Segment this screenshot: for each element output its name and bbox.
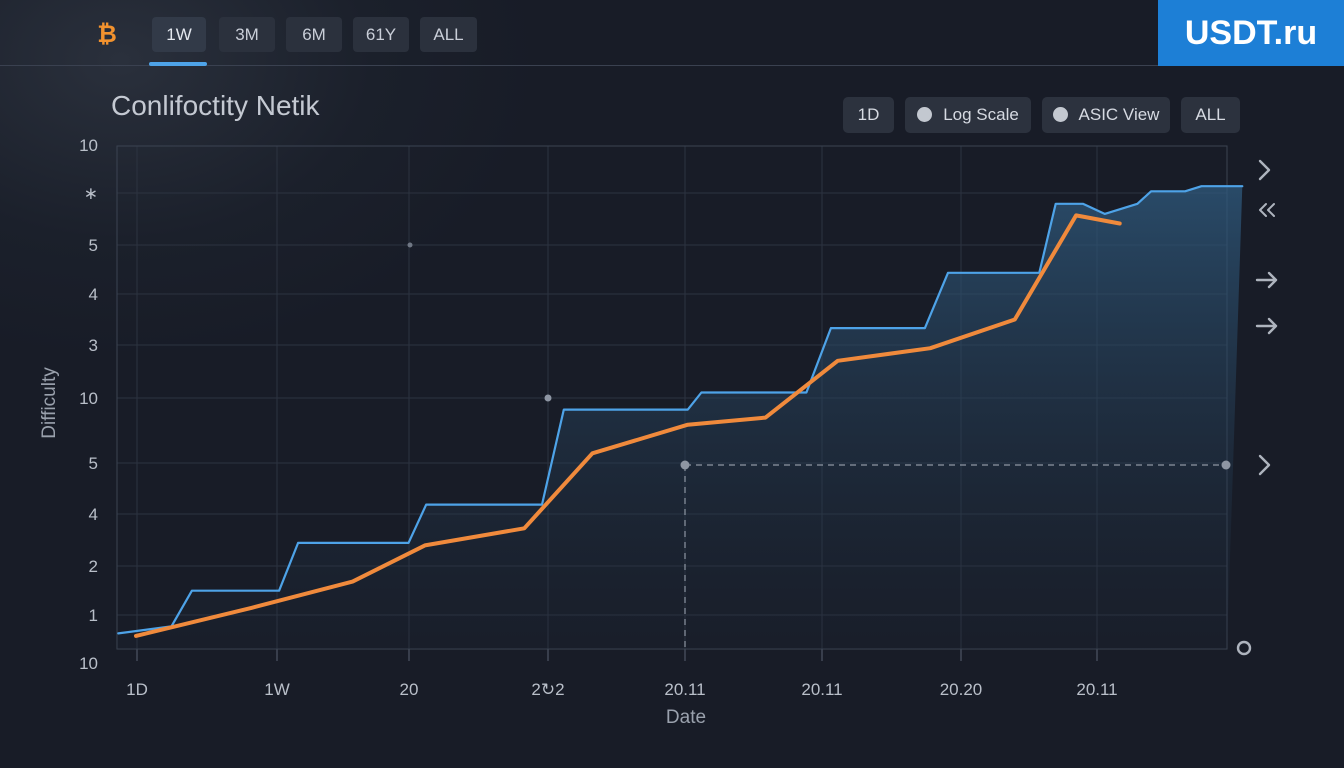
x-tick-label: 1W [264,680,290,699]
crosshair-point [680,460,690,470]
circle-icon[interactable] [1236,640,1252,656]
option-1d-button[interactable]: 1D [843,97,894,133]
crosshair-end-point [1221,460,1231,470]
y-axis-title: Difficulty [39,367,60,439]
arrow-right-icon[interactable] [1255,317,1278,335]
x-tick-label: 20.11 [1076,680,1117,699]
active-range-indicator [149,62,207,66]
x-tick-label: 2↻2 [531,680,564,699]
series-line-blue [117,185,1244,635]
x-tick-label: 20 [400,680,419,699]
chevron-right-icon[interactable] [1258,159,1271,181]
brand-logo[interactable]: USDT.ru [1158,0,1344,66]
x-tick-label: 20.11 [664,680,705,699]
side-controls [1236,159,1278,656]
series-line-orange [134,213,1122,638]
series-lines [117,185,1244,638]
range-button-61y[interactable]: 61Y [353,17,409,52]
y-axis-ticks: 10 1 2 4 5 10 3 4 5 ∗ 10 [79,136,98,673]
arrow-right-icon[interactable] [1255,271,1278,289]
crosshair [407,242,1231,649]
range-button-1w[interactable]: 1W [152,17,206,52]
y-tick-label: 10 [79,654,98,673]
top-bar: ₿ 1W 3M 6M 61Y ALL USDT.ru [0,0,1344,66]
y-tick-label: 2 [89,557,98,576]
marker-dot [544,394,552,402]
x-axis-title: Date [666,707,706,728]
difficulty-area [117,186,1243,649]
marker-dot [407,242,413,248]
asic-view-label: ASIC View [1078,105,1160,124]
double-chevron-left-icon[interactable] [1259,203,1275,217]
asic-view-toggle[interactable]: ASIC View [1042,97,1170,133]
range-button-6m[interactable]: 6M [286,17,342,52]
option-all-button[interactable]: ALL [1181,97,1240,133]
range-button-all[interactable]: ALL [420,17,477,52]
x-tick-label: 1D [126,680,148,699]
log-scale-label: Log Scale [943,105,1019,124]
y-tick-label: 5 [89,454,98,473]
y-tick-label: ∗ [84,184,98,203]
x-axis-ticks: 1D 1W 20 2↻2 20.11 20.11 20.20 20.11 [126,680,1118,699]
chart-title: Conlifoctity Netik [111,90,320,121]
chevron-right-icon[interactable] [1258,454,1271,476]
y-tick-label: 5 [89,236,98,255]
range-button-3m[interactable]: 3M [219,17,275,52]
bitcoin-icon: ₿ [97,21,117,48]
toggle-dot-icon [1052,107,1068,122]
x-tick-label: 20.11 [801,680,842,699]
y-tick-label: 4 [89,285,98,304]
y-tick-label: 10 [79,389,98,408]
y-tick-label: 3 [89,336,98,355]
y-tick-label: 4 [89,505,98,524]
log-scale-toggle[interactable]: Log Scale [905,97,1031,133]
toggle-dot-icon [917,107,933,122]
y-tick-label: 10 [79,136,98,155]
y-tick-label: 1 [89,606,98,625]
x-tick-label: 20.20 [940,680,983,699]
